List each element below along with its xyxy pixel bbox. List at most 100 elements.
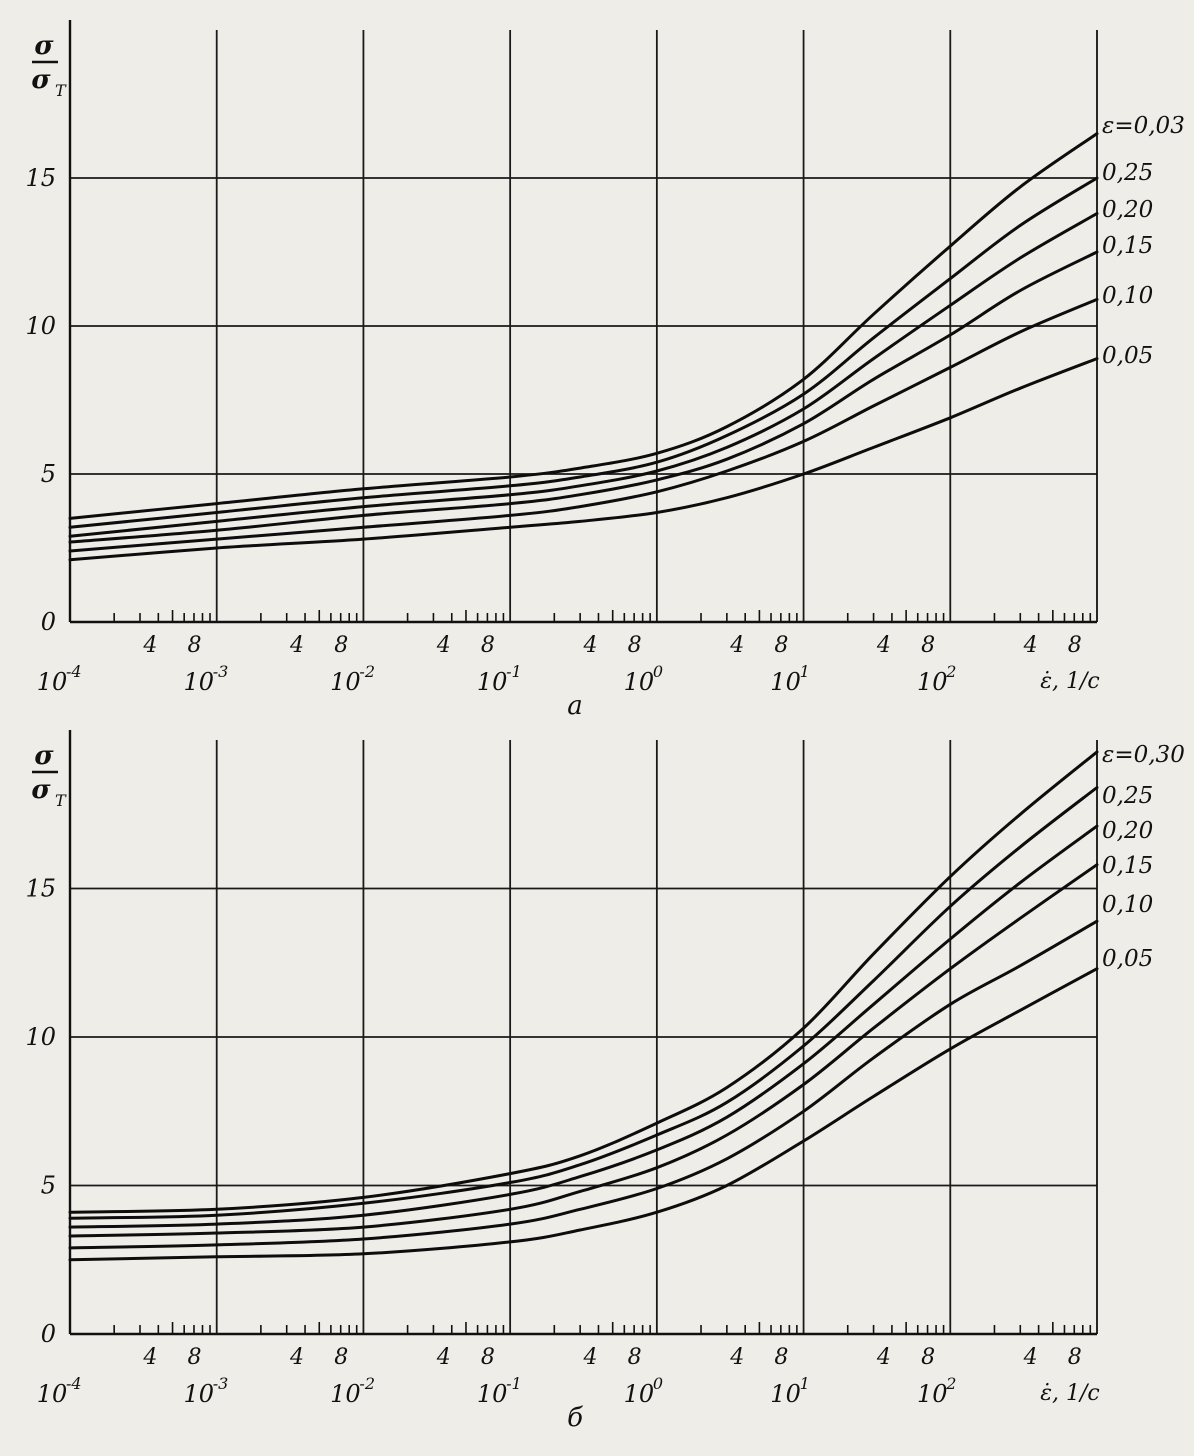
series-label: 0,25 xyxy=(1102,783,1153,809)
x-minor-tick-label: 8 xyxy=(1068,633,1082,658)
x-tick-exponent: 1 xyxy=(800,662,810,681)
x-minor-tick-label: 8 xyxy=(921,1345,935,1370)
series-label: 0,05 xyxy=(1102,946,1153,972)
series-line xyxy=(68,357,1099,562)
series-line xyxy=(68,863,1099,1238)
series-label: 0,25 xyxy=(1102,160,1153,186)
series-label: 0,20 xyxy=(1102,818,1153,844)
series-label: 0,10 xyxy=(1102,892,1153,918)
chart-panel-b: 4 8 4 8 4 8 4 8 4 8 4 8 4 810-4 10-3 10-2 10-1 100 101 1020… xyxy=(25,730,1185,1433)
y-tick-label: 0 xyxy=(41,608,56,636)
series-line xyxy=(68,176,1099,529)
series-line xyxy=(68,786,1099,1220)
x-tick-base: 10 xyxy=(183,1380,214,1408)
series-label: 0,05 xyxy=(1102,343,1153,369)
x-tick-exponent: 2 xyxy=(945,1374,956,1393)
y-tick-label: 15 xyxy=(25,164,56,192)
x-tick-base: 10 xyxy=(624,1380,655,1408)
x-tick-base: 10 xyxy=(477,668,508,696)
x-tick-base: 10 xyxy=(477,1380,508,1408)
x-tick-exponent: -3 xyxy=(213,662,229,681)
x-tick-exponent: -2 xyxy=(359,662,375,681)
y-tick-label: 10 xyxy=(25,312,56,340)
x-minor-tick-label: 8 xyxy=(774,1345,788,1370)
x-minor-tick-label: 4 xyxy=(1023,1345,1038,1370)
series-label: 0,15 xyxy=(1102,853,1153,879)
x-tick-label: 102 xyxy=(917,1374,956,1408)
x-tick-exponent: -4 xyxy=(66,662,82,681)
panel-label: б xyxy=(567,1403,583,1433)
x-tick-label: 10-1 xyxy=(477,662,522,696)
y-tick-label: 10 xyxy=(25,1023,56,1051)
series-line xyxy=(68,297,1099,553)
x-tick-exponent: -1 xyxy=(506,662,522,681)
x-minor-tick-label: 8 xyxy=(334,633,348,658)
x-minor-tick-label: 8 xyxy=(628,1345,642,1370)
x-tick-label: 100 xyxy=(624,662,663,696)
x-tick-base: 10 xyxy=(770,1380,801,1408)
series-line xyxy=(68,212,1099,538)
x-minor-tick-label: 4 xyxy=(876,633,891,658)
x-minor-tick-label: 8 xyxy=(334,1345,348,1370)
y-tick-label: 0 xyxy=(41,1320,56,1348)
y-label-denominator: σ xyxy=(31,65,51,95)
x-tick-exponent: 0 xyxy=(653,1374,663,1393)
x-tick-exponent: 1 xyxy=(800,1374,810,1393)
x-tick-label: 101 xyxy=(770,662,809,696)
x-minor-tick-label: 8 xyxy=(481,1345,495,1370)
series-line xyxy=(68,750,1099,1214)
panel-label: а xyxy=(567,691,583,721)
x-tick-label: 10-1 xyxy=(477,1374,522,1408)
x-minor-tick-label: 8 xyxy=(921,633,935,658)
x-minor-tick-label: 8 xyxy=(481,633,495,658)
y-label-denominator-subscript: T xyxy=(55,791,67,810)
x-tick-base: 10 xyxy=(624,668,655,696)
y-label-denominator-subscript: T xyxy=(55,81,67,100)
x-tick-base: 10 xyxy=(183,668,214,696)
x-tick-exponent: 0 xyxy=(653,662,663,681)
x-minor-tick-label: 4 xyxy=(436,1345,451,1370)
x-minor-tick-label: 4 xyxy=(142,1345,157,1370)
series-label: ε=0,03 xyxy=(1102,113,1185,139)
x-tick-label: 102 xyxy=(917,662,956,696)
y-label-numerator: σ xyxy=(34,741,54,771)
x-axis-label: ε̇, 1/c xyxy=(1040,669,1100,694)
x-tick-label: 10-3 xyxy=(183,1374,228,1408)
y-axis-label: σσ T xyxy=(31,741,67,810)
series-line xyxy=(68,132,1099,520)
x-tick-label: 10-2 xyxy=(330,1374,375,1408)
x-minor-tick-label: 8 xyxy=(774,633,788,658)
x-minor-tick-label: 8 xyxy=(1068,1345,1082,1370)
x-tick-label: 10-4 xyxy=(37,662,82,696)
x-minor-tick-label: 4 xyxy=(582,633,597,658)
x-minor-tick-label: 4 xyxy=(1023,633,1038,658)
x-minor-tick-label: 4 xyxy=(876,1345,891,1370)
x-tick-label: 100 xyxy=(624,1374,663,1408)
x-minor-tick-label: 4 xyxy=(289,1345,304,1370)
x-tick-label: 101 xyxy=(770,1374,809,1408)
x-tick-label: 10-2 xyxy=(330,662,375,696)
series-line xyxy=(68,824,1099,1229)
x-minor-tick-label: 4 xyxy=(436,633,451,658)
y-tick-label: 5 xyxy=(41,1172,56,1200)
y-tick-label: 5 xyxy=(41,460,56,488)
x-minor-tick-label: 4 xyxy=(729,633,744,658)
x-minor-tick-label: 8 xyxy=(628,633,642,658)
x-tick-base: 10 xyxy=(770,668,801,696)
series-label: 0,20 xyxy=(1102,197,1153,223)
series-line xyxy=(68,919,1099,1250)
x-axis-label: ε̇, 1/c xyxy=(1040,1381,1100,1406)
x-tick-exponent: 2 xyxy=(945,662,956,681)
x-tick-exponent: -3 xyxy=(213,1374,229,1393)
x-minor-tick-label: 8 xyxy=(187,633,201,658)
series-line xyxy=(68,250,1099,544)
x-tick-label: 10-3 xyxy=(183,662,228,696)
x-tick-exponent: -1 xyxy=(506,1374,522,1393)
x-tick-base: 10 xyxy=(917,1380,948,1408)
series-line xyxy=(68,967,1099,1262)
x-tick-base: 10 xyxy=(37,1380,68,1408)
y-tick-label: 15 xyxy=(25,875,56,903)
x-minor-tick-label: 4 xyxy=(582,1345,597,1370)
series-label: 0,15 xyxy=(1102,233,1153,259)
